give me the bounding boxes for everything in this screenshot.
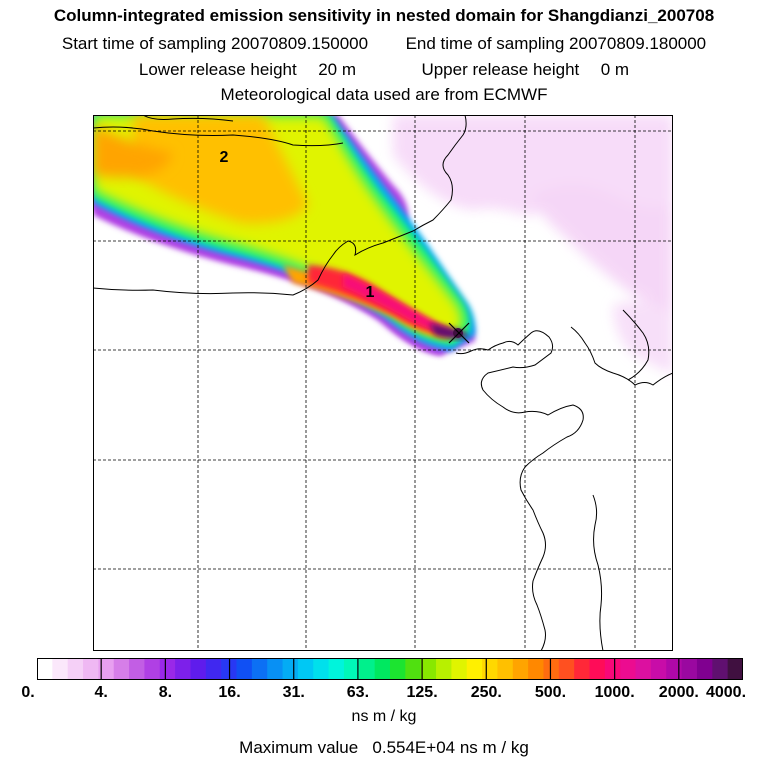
color-scale-swatch xyxy=(528,658,545,680)
color-scale-swatch xyxy=(635,658,652,680)
lower-value: 20 m xyxy=(318,60,356,79)
color-scale-swatch xyxy=(420,658,437,680)
color-scale-tick-label: 4. xyxy=(94,684,108,701)
color-scale-swatch xyxy=(497,658,514,680)
color-scale-swatch xyxy=(313,658,330,680)
start-label: Start time of sampling xyxy=(61,34,227,53)
end-value: 20070809.180000 xyxy=(569,34,707,53)
emission-sensitivity-map: 1 2 xyxy=(93,115,673,651)
scale-unit-label: ns m / kg xyxy=(351,708,417,725)
end-label: End time of sampling xyxy=(405,34,565,53)
color-scale-tick-label: 500. xyxy=(534,684,567,701)
color-scale-tick-label: 31. xyxy=(282,684,305,701)
color-scale-swatch xyxy=(681,658,698,680)
coastline xyxy=(93,115,673,651)
color-scale-swatch xyxy=(159,658,176,680)
color-scale-swatch xyxy=(696,658,713,680)
color-scale-tick-label: 2000. xyxy=(658,684,699,701)
color-scale-swatch xyxy=(52,658,69,680)
color-scale-swatch xyxy=(251,658,268,680)
color-scale-tick-label: 250. xyxy=(470,684,502,701)
upper-label: Upper release height xyxy=(421,60,580,79)
color-scale-swatch xyxy=(129,658,146,680)
color-scale-swatch xyxy=(574,658,591,680)
met-data-line: Meteorological data used are from ECMWF xyxy=(220,85,548,104)
color-scale-swatch xyxy=(390,658,406,680)
color-scale-swatch xyxy=(666,658,683,680)
color-scale-swatch xyxy=(205,658,222,680)
color-scale-swatch xyxy=(328,658,345,680)
color-scale-swatch xyxy=(727,658,743,680)
color-scale-tick-label: 125. xyxy=(406,684,438,701)
color-scale-swatch xyxy=(359,658,376,680)
color-scale-swatch xyxy=(236,658,253,680)
color-scale-swatch xyxy=(37,658,53,680)
color-scale-swatch xyxy=(558,658,575,680)
color-scale-swatch xyxy=(175,658,192,680)
maximum-value-line: Maximum value 0.554E+04 ns m / kg xyxy=(0,738,768,758)
color-scale-tick-label: 16. xyxy=(218,684,241,701)
max-unit: ns m / kg xyxy=(459,738,529,757)
color-scale-swatch xyxy=(436,658,452,680)
color-scale-tick-label: 4000. xyxy=(705,684,747,701)
color-scale-swatch xyxy=(297,658,314,680)
color-scale-swatch xyxy=(650,658,667,680)
color-scale-swatch xyxy=(67,658,84,680)
color-scale-tick-label: 1000. xyxy=(594,684,635,701)
color-scale-swatch xyxy=(604,658,621,680)
color-scale-frame xyxy=(37,658,743,680)
max-label: Maximum value xyxy=(239,738,359,757)
marker-label-2: 2 xyxy=(220,149,229,166)
color-scale-swatch xyxy=(512,658,529,680)
plot-title: Column-integrated emission sensitivity i… xyxy=(53,6,715,25)
color-scale-tick-label: 63. xyxy=(346,684,370,701)
start-value: 20070809.150000 xyxy=(231,34,369,53)
color-scale-swatch xyxy=(482,658,499,680)
color-scale-tick-label: 0. xyxy=(21,684,35,701)
max-value: 0.554E+04 xyxy=(372,738,456,757)
upper-value: 0 m xyxy=(600,60,630,79)
color-scale-swatch xyxy=(405,658,422,680)
color-scale-swatch xyxy=(144,658,161,680)
color-scale-swatch xyxy=(343,658,360,680)
color-scale-swatch xyxy=(83,658,99,680)
color-scale-swatch xyxy=(543,658,560,680)
color-scale-swatch xyxy=(589,658,606,680)
low-sensitivity-field xyxy=(393,115,673,375)
release-height-line: Lower release height 20 m Upper release … xyxy=(0,60,768,80)
color-scale-swatch xyxy=(282,658,299,680)
color-scale-bar xyxy=(37,658,743,680)
color-scale-swatch xyxy=(190,658,207,680)
lower-label: Lower release height xyxy=(138,60,297,79)
color-scale-swatch xyxy=(451,658,468,680)
color-scale-swatch xyxy=(620,658,637,680)
color-scale-swatch xyxy=(113,658,130,680)
color-scale-swatch xyxy=(98,658,115,680)
lat-lon-grid xyxy=(93,115,673,651)
color-scale-swatch xyxy=(267,658,284,680)
color-scale-swatch xyxy=(712,658,729,680)
color-scale-tick-label: 8. xyxy=(158,684,173,701)
marker-label-1: 1 xyxy=(366,284,375,301)
sampling-time-line: Start time of sampling 20070809.150000 E… xyxy=(0,34,768,54)
color-scale-swatch xyxy=(466,658,483,680)
color-scale-swatch xyxy=(374,658,391,680)
sensitivity-plume xyxy=(93,115,476,355)
